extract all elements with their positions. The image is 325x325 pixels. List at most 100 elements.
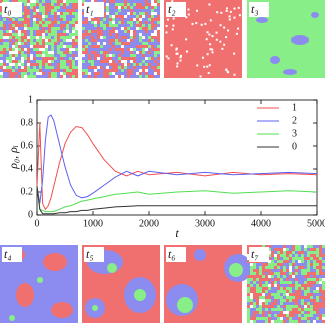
pixel (310, 296, 313, 299)
pixel (118, 39, 121, 42)
pixel (247, 311, 250, 314)
pixel (66, 54, 69, 57)
pixel (60, 72, 63, 75)
pixel (118, 63, 121, 66)
pixel (127, 0, 130, 3)
pixel (280, 251, 283, 254)
pixel (97, 57, 100, 60)
pixel (268, 317, 271, 320)
pixel (36, 57, 39, 60)
pixel (310, 299, 313, 302)
pixel (295, 269, 298, 272)
pixel (250, 284, 253, 287)
pixel (304, 278, 307, 281)
pixel (151, 6, 154, 9)
pixel (286, 311, 289, 314)
pixel (292, 317, 295, 320)
pixel (292, 245, 295, 248)
pixel (154, 21, 157, 24)
pixel (21, 45, 24, 48)
pixel (130, 36, 133, 39)
pixel (94, 21, 97, 24)
pixel (15, 45, 18, 48)
pixel (265, 293, 268, 296)
pixel (154, 9, 157, 12)
pixel (250, 263, 253, 266)
pixel (57, 6, 60, 9)
pixel (301, 257, 304, 260)
pixel (289, 263, 292, 266)
pixel (277, 293, 280, 296)
pixel (97, 51, 100, 54)
pixel (39, 3, 42, 6)
pixel (0, 75, 3, 78)
pixel (100, 39, 103, 42)
pixel (6, 27, 9, 30)
y-tick-label: 0.2 (21, 186, 34, 197)
pixel (15, 27, 18, 30)
pixel (124, 57, 127, 60)
pixel (115, 30, 118, 33)
pixel (316, 290, 319, 293)
pixel (130, 0, 133, 3)
pixel (316, 278, 319, 281)
pixel (109, 18, 112, 21)
pixel (304, 287, 307, 290)
pixel (280, 305, 283, 308)
pixel (6, 51, 9, 54)
pixel (112, 54, 115, 57)
pixel (18, 72, 21, 75)
pixel (72, 66, 75, 69)
pixel (295, 299, 298, 302)
pixel (91, 18, 94, 21)
speck (215, 38, 218, 41)
pixel (106, 48, 109, 51)
pixel (265, 305, 268, 308)
pixel (109, 33, 112, 36)
pixel (54, 60, 57, 63)
pixel (319, 302, 322, 305)
pixel (39, 51, 42, 54)
pixel (250, 299, 253, 302)
pixel (42, 6, 45, 9)
pixel (91, 57, 94, 60)
speck (167, 57, 170, 60)
pixel (91, 42, 94, 45)
pixel (63, 54, 66, 57)
pixel (271, 251, 274, 254)
pixel (247, 260, 250, 263)
x-tick-label: 3000 (195, 218, 215, 229)
pixel (265, 317, 268, 320)
pixel (57, 0, 60, 3)
pixel (42, 42, 45, 45)
pixel (265, 266, 268, 269)
pixel (283, 266, 286, 269)
pixel (24, 57, 27, 60)
domain (283, 69, 297, 75)
pixel (154, 45, 157, 48)
pixel (18, 66, 21, 69)
pixel (121, 15, 124, 18)
pixel (66, 6, 69, 9)
pixel (60, 57, 63, 60)
pixel (295, 284, 298, 287)
pixel (100, 33, 103, 36)
pixel (66, 12, 69, 15)
pixel (292, 257, 295, 260)
pixel (3, 60, 6, 63)
pixel (21, 3, 24, 6)
pixel (277, 311, 280, 314)
pixel (100, 42, 103, 45)
pixel (39, 30, 42, 33)
pixel (45, 6, 48, 9)
pixel (97, 36, 100, 39)
pixel (301, 311, 304, 314)
pixel (115, 39, 118, 42)
pixel (145, 27, 148, 30)
pixel (9, 60, 12, 63)
pixel (301, 290, 304, 293)
pixel (136, 69, 139, 72)
pixel (12, 42, 15, 45)
pixel (48, 69, 51, 72)
pixel (100, 54, 103, 57)
